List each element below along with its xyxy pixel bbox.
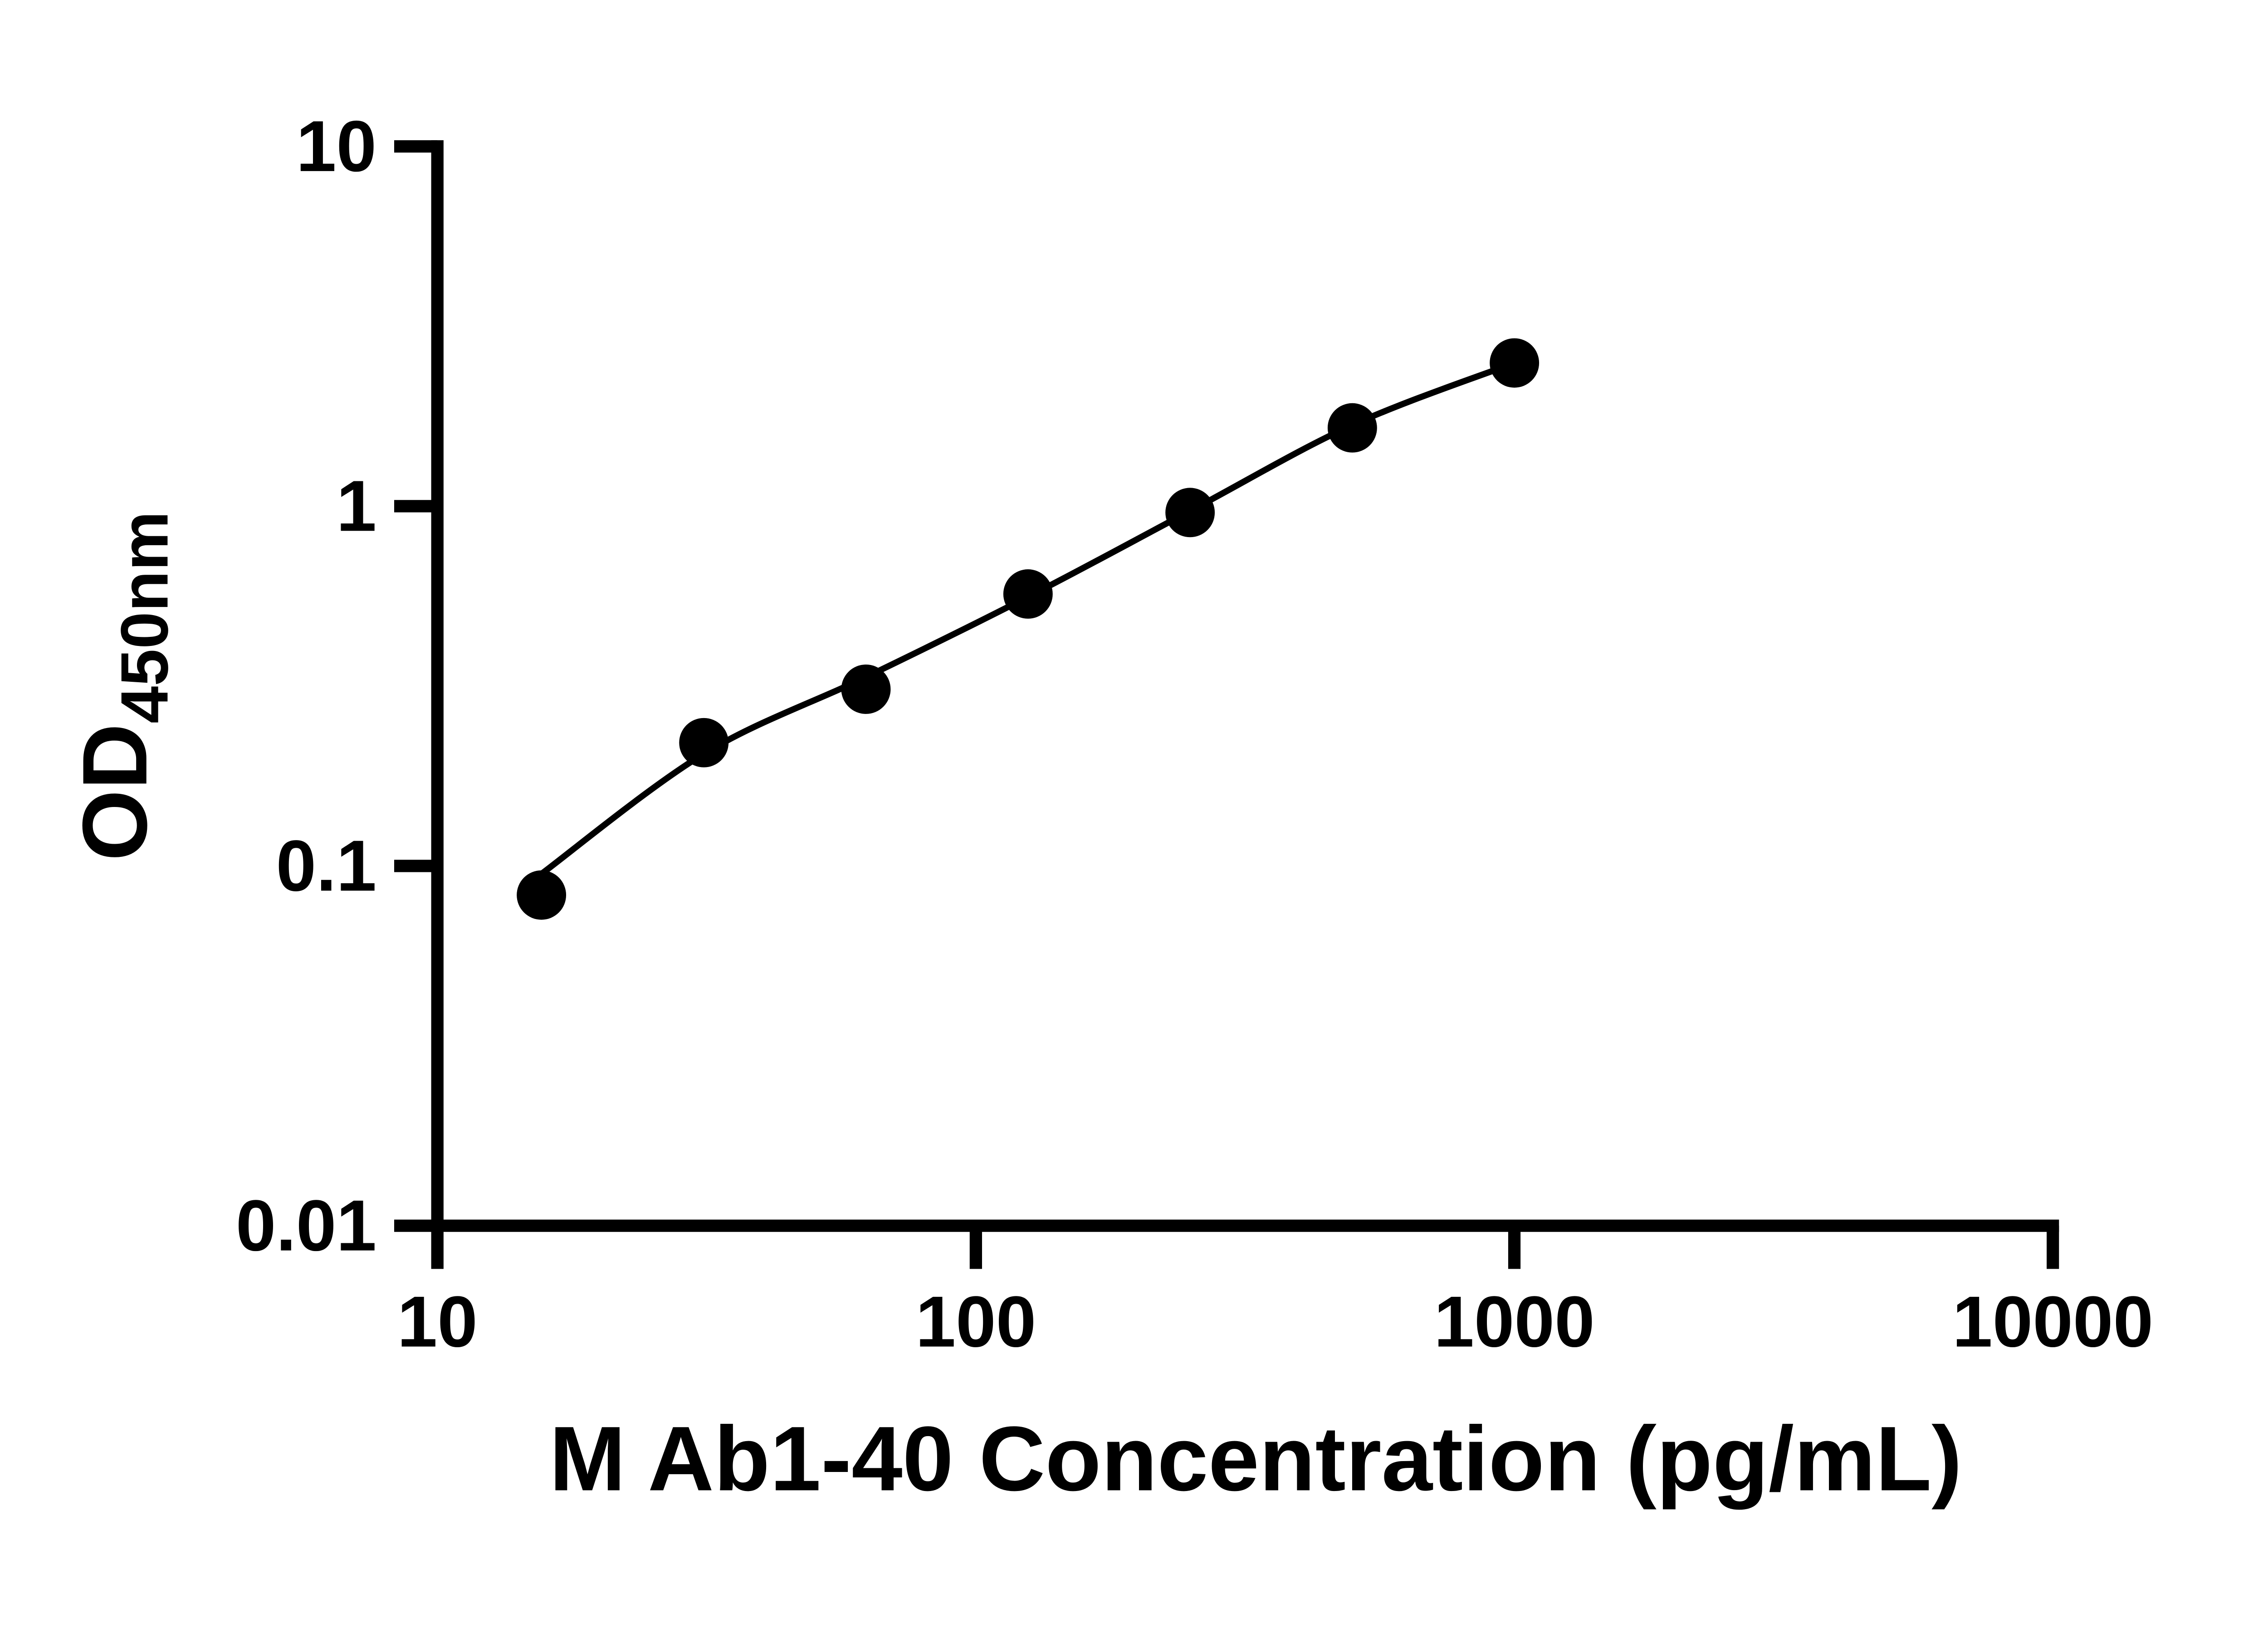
- x-axis-tick-label: 10000: [1952, 1281, 2153, 1362]
- y-axis-title-main: OD: [64, 724, 166, 861]
- data-point: [1490, 338, 1540, 388]
- chart-canvas: 10 100 1000 10000 10 1 0.1 0.01 M Ab1-40 Concen…: [63, 106, 2154, 1510]
- data-point: [841, 665, 891, 714]
- x-axis-tick-label: 10: [397, 1281, 478, 1362]
- x-axis-title: M Ab1-40 Concentration (pg/mL): [549, 1407, 1962, 1510]
- y-axis-tick-label: 1: [336, 465, 376, 546]
- y-axis-title-sub: 450nm: [107, 511, 182, 724]
- x-axis-tick-label: 1000: [1434, 1281, 1595, 1362]
- y-axis-tick-label: 0.1: [276, 825, 377, 906]
- data-point: [679, 718, 729, 768]
- y-axis-tick-label: 10: [296, 106, 376, 186]
- data-point: [1165, 488, 1215, 538]
- data-point: [517, 870, 567, 920]
- axis-lines: [431, 140, 2059, 1232]
- x-axis-tick-label: 100: [915, 1281, 1036, 1362]
- data-point: [1327, 403, 1377, 453]
- y-axis-tick-label: 0.01: [236, 1185, 376, 1266]
- data-point: [1003, 569, 1053, 619]
- plot-area: 10 100 1000 10000 10 1 0.1 0.01: [236, 106, 2153, 1362]
- elisa-standard-curve-figure: 10 100 1000 10000 10 1 0.1 0.01 M Ab1-40 Concen…: [63, 106, 2154, 1510]
- y-axis-title: OD450nm: [64, 511, 182, 861]
